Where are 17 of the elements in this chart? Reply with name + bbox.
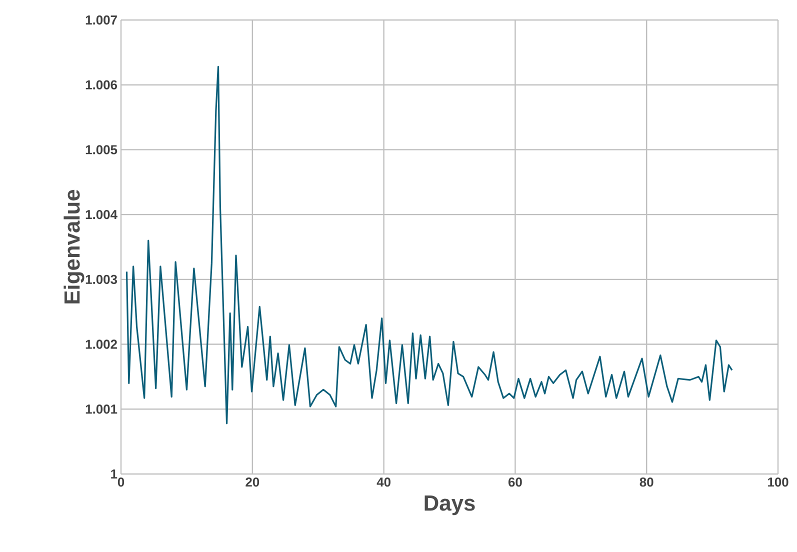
x-tick-label: 60 [508, 478, 522, 487]
y-tick-label: 1.005 [86, 145, 118, 154]
x-tick-label: 20 [246, 478, 260, 487]
y-tick-label: 1.007 [86, 15, 117, 25]
x-tick-label: 80 [640, 478, 654, 487]
y-tick-label: 1.006 [86, 80, 118, 90]
line-series [126, 66, 733, 424]
x-tick-label: 0 [118, 478, 124, 487]
y-tick-label: 1.001 [86, 404, 118, 414]
x-tick-label: 40 [376, 478, 390, 487]
y-tick-label: 1 [111, 470, 118, 478]
x-axis-title: Days [424, 496, 475, 516]
y-axis-title: Eigenvalue [64, 190, 84, 304]
y-tick-label: 1.002 [86, 340, 117, 349]
x-tick-label: 100 [768, 478, 788, 487]
y-tick-label: 1.004 [86, 210, 118, 220]
y-tick-label: 1.003 [86, 274, 118, 284]
